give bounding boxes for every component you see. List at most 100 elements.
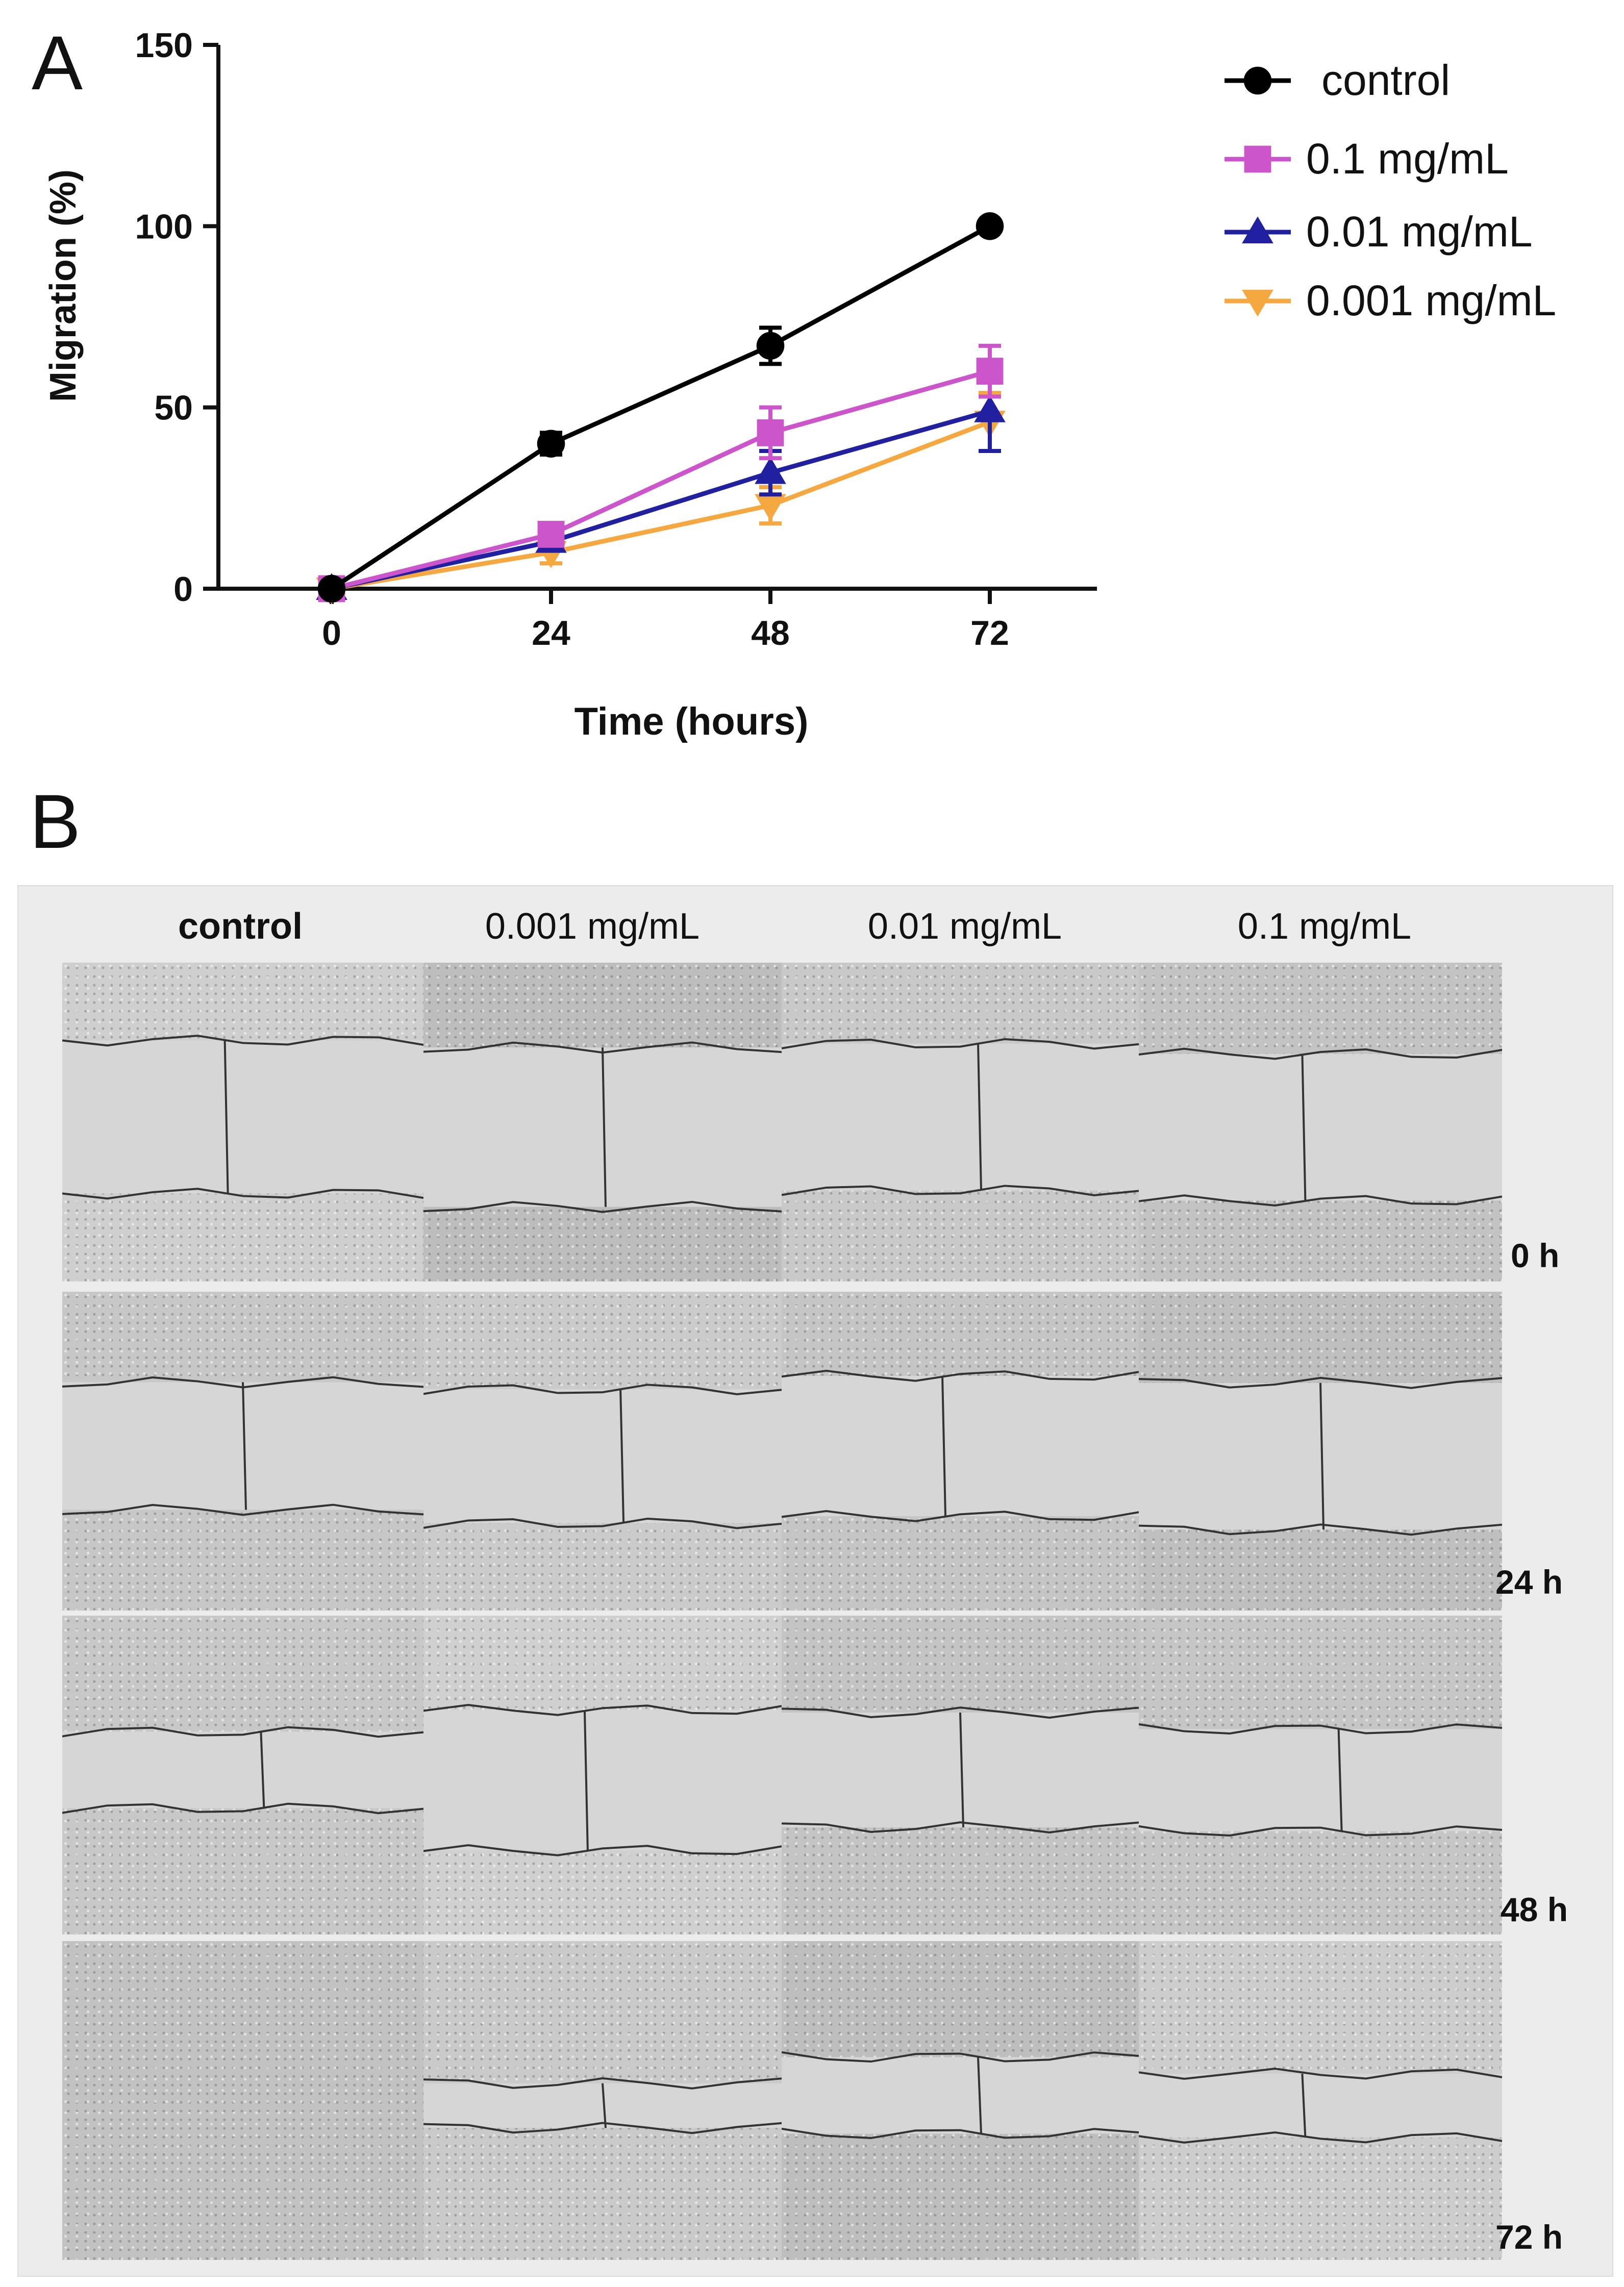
legend-0-1-mg-ml-text: 0.1 mg/mL — [1306, 135, 1509, 183]
micrograph-control-48h — [62, 1616, 423, 1934]
micrograph-01-24h — [1139, 1292, 1502, 1611]
wound-edge-top — [62, 1035, 423, 1047]
series-0-001-mg-ml-point — [755, 494, 786, 521]
scratch-wound-overlay — [423, 2077, 782, 2134]
scratch-wound-overlay — [1139, 1376, 1502, 1536]
y-tick-label: 100 — [135, 207, 193, 246]
x-tick-label: 72 — [970, 614, 1009, 652]
legend-0-001-mg-ml-marker — [1242, 290, 1273, 317]
scratch-wound-overlay — [782, 1706, 1139, 1833]
wound-gap — [1139, 1053, 1502, 1201]
y-tick-label: 50 — [154, 389, 193, 428]
panel-a-label: A — [32, 20, 83, 106]
series-0-1-mg-ml-point — [537, 521, 565, 548]
series-control-point — [317, 574, 346, 603]
x-tick-label: 0 — [322, 614, 341, 652]
micrograph-001-0h — [782, 963, 1139, 1281]
wound-edge-bottom — [423, 1200, 782, 1213]
wound-edge-bottom — [423, 1517, 782, 1529]
reference-line — [1301, 1053, 1307, 1201]
wound-edge-top — [62, 1726, 423, 1738]
wound-edge-top — [423, 2077, 782, 2090]
scratch-wound-overlay — [62, 1035, 423, 1200]
legend-0-1-mg-ml-marker — [1244, 145, 1271, 173]
wound-edge-top — [1139, 2068, 1502, 2080]
series-0-1-mg-ml-point — [757, 419, 784, 446]
wound-edge-bottom — [1139, 1523, 1502, 1536]
wound-edge-bottom — [62, 1802, 423, 1815]
reference-line — [602, 2083, 607, 2128]
y-axis-label: Migration (%) — [43, 169, 84, 402]
series-0-1-mg-ml-point — [976, 358, 1004, 385]
reference-line — [260, 1731, 265, 1808]
micrograph-001-48h — [782, 1616, 1139, 1934]
row-label-0h: 0 h — [1511, 1237, 1560, 1274]
micrograph-01-48h — [1139, 1616, 1502, 1934]
column-header-control: control — [178, 906, 303, 947]
wound-edge-top — [423, 1703, 782, 1716]
wound-edge-bottom — [782, 1185, 1139, 1196]
micrograph-0001-48h — [423, 1616, 782, 1934]
wound-edge-bottom — [423, 2122, 782, 2134]
row-label-72h: 72 h — [1495, 2218, 1563, 2256]
wound-edge-top — [1139, 1723, 1502, 1735]
reference-line — [941, 1375, 946, 1517]
wound-healing-image-panel: control 0.001 mg/mL 0.01 mg/mL 0.1 mg/mL… — [17, 885, 1613, 2277]
micrograph-0001-72h — [423, 1941, 782, 2260]
scratch-wound-overlay — [1139, 1723, 1502, 1837]
scratch-wound-overlay — [423, 1703, 782, 1856]
reference-line — [977, 2057, 982, 2134]
reference-line — [583, 1710, 589, 1851]
wound-gap — [782, 1376, 1139, 1516]
legend-control-text: control — [1321, 56, 1450, 104]
series-control-point — [976, 212, 1004, 240]
x-tick-label: 24 — [532, 614, 570, 652]
x-axis-label: Time (hours) — [574, 700, 809, 743]
wound-gap — [782, 1043, 1139, 1191]
wound-edge-top — [782, 1038, 1139, 1050]
wound-edge-top — [1139, 1047, 1502, 1060]
wound-gap — [1139, 1729, 1502, 1831]
series-0-01-mg-ml-line — [331, 409, 991, 591]
scratch-wound-overlay — [782, 1369, 1139, 1522]
wound-edge-bottom — [1139, 1194, 1502, 1207]
series-control-line — [330, 224, 991, 591]
series-control-point — [537, 430, 565, 458]
wound-edge-top — [782, 1706, 1139, 1719]
column-header-01: 0.1 mg/mL — [1237, 906, 1412, 947]
scratch-wound-overlay — [1139, 1047, 1502, 1207]
micrograph-01-0h — [1139, 963, 1502, 1281]
micrograph-control-72h — [62, 1941, 423, 2260]
micrograph-0001-0h — [423, 963, 782, 1281]
series-control-point — [756, 332, 785, 360]
micrograph-control-0h — [62, 963, 423, 1281]
wound-gap — [423, 1389, 782, 1523]
wound-edge-top — [782, 1369, 1139, 1382]
reference-line — [1319, 1383, 1325, 1530]
reference-line — [1337, 1729, 1343, 1831]
wound-edge-bottom — [62, 1188, 423, 1200]
scratch-wound-overlay — [782, 2051, 1139, 2140]
micrograph-0001-24h — [423, 1292, 782, 1611]
scratch-wound-overlay — [62, 1726, 423, 1815]
panel-b-label: B — [30, 778, 81, 864]
legend-control-marker — [1243, 66, 1272, 95]
scratch-wound-overlay — [782, 1038, 1139, 1196]
column-header-001: 0.01 mg/mL — [867, 906, 1062, 947]
wound-edge-top — [423, 1384, 782, 1395]
legend-0-01-mg-ml-text: 0.01 mg/mL — [1306, 208, 1533, 256]
wound-gap — [423, 1710, 782, 1850]
scratch-wound-overlay — [423, 1041, 782, 1213]
wound-edge-bottom — [782, 1510, 1139, 1522]
wound-gap — [62, 1040, 423, 1194]
reference-line — [223, 1040, 229, 1194]
reference-line — [1301, 2073, 1307, 2138]
wound-edge-bottom — [1139, 1825, 1502, 1837]
reference-line — [619, 1389, 625, 1523]
row-label-48h: 48 h — [1501, 1891, 1568, 1928]
wound-edge-top — [1139, 1376, 1502, 1389]
wound-edge-top — [782, 2051, 1139, 2063]
micrograph-01-72h — [1139, 1941, 1502, 2260]
wound-edge-bottom — [62, 1503, 423, 1516]
reference-line — [959, 1712, 964, 1828]
